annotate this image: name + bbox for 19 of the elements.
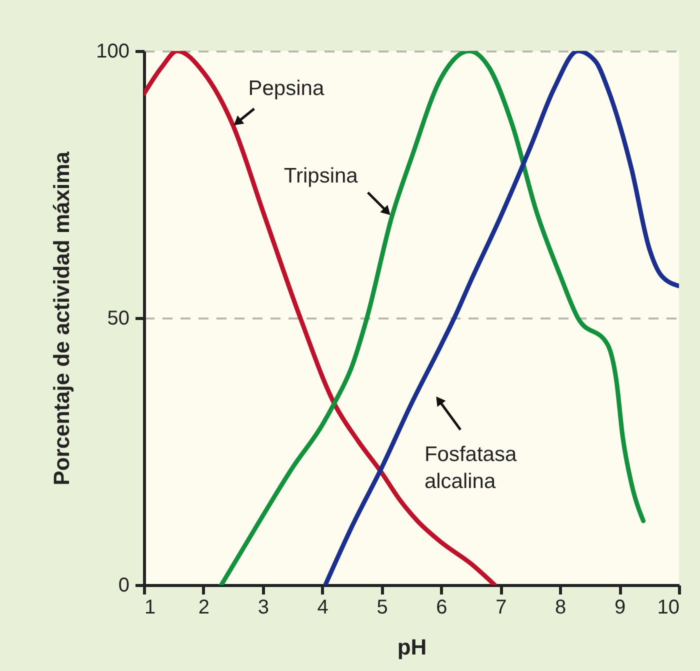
x-tick-label: 8 xyxy=(555,596,566,618)
annotation: Pepsina xyxy=(248,76,324,100)
x-tick-label: 1 xyxy=(144,596,156,618)
y-axis-title: Porcentaje de actividad máxima xyxy=(49,150,74,486)
x-axis-title: pH xyxy=(397,634,427,660)
y-tick-label: 50 xyxy=(107,308,130,330)
x-tick-label: 5 xyxy=(376,596,388,618)
annotation: Tripsina xyxy=(284,164,358,188)
annotation: Fosfatasa alcalina xyxy=(424,442,517,493)
x-tick-label: 7 xyxy=(496,596,507,618)
x-tick-label: 3 xyxy=(258,596,269,618)
x-tick-label: 10 xyxy=(657,596,680,618)
x-tick-label: 9 xyxy=(614,596,626,618)
x-tick-label: 6 xyxy=(436,596,448,618)
y-tick-label: 0 xyxy=(118,574,130,596)
line-series xyxy=(219,51,646,585)
x-tick-label: 4 xyxy=(317,596,328,618)
x-tick-label: 2 xyxy=(198,596,210,618)
y-tick-label: 100 xyxy=(96,40,130,62)
